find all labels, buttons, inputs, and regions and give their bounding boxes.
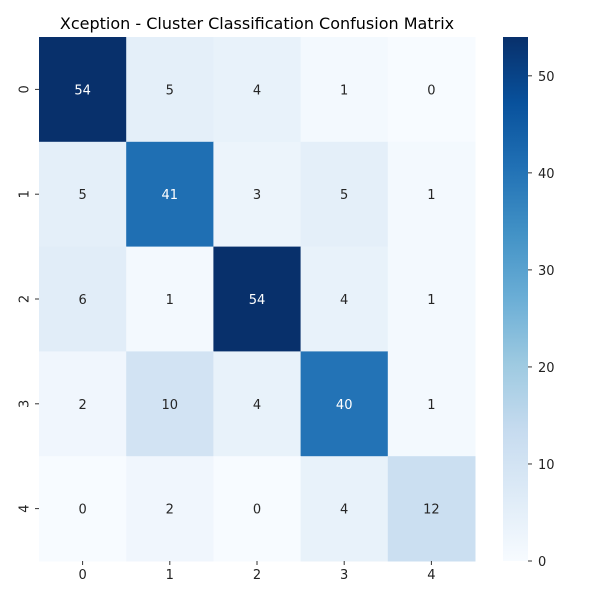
x-axis: 0 1 2 3 4: [78, 561, 436, 583]
cell-value-label-r2-c1: 1: [166, 293, 174, 308]
heatmap-cell-r2-c3: [300, 246, 389, 352]
x-tick-label-1: 1: [166, 568, 174, 583]
colorbar-tick-label-3: 30: [538, 264, 555, 279]
cell-value-label-r2-c4: 1: [427, 293, 435, 308]
y-tick-label-1: 1: [18, 190, 33, 198]
heatmap-cell-r3-c3: [300, 351, 389, 457]
colorbar-tick-label-1: 10: [538, 458, 555, 473]
heatmap-cell-r0-c4: [387, 37, 476, 143]
colorbar-tick-label-0: 0: [538, 555, 546, 570]
x-tick-label-0: 0: [78, 568, 86, 583]
cell-value-label-r3-c3: 40: [336, 398, 353, 413]
heatmap-cell-r3-c0: [39, 351, 127, 457]
heatmap-cell-r1-c2: [213, 141, 302, 248]
cell-value-label-r4-c2: 0: [253, 503, 261, 518]
cell-value-label-r1-c3: 5: [340, 188, 348, 203]
heatmap-cell-r1-c0: [39, 141, 127, 248]
heatmap-cell-r3-c2: [213, 351, 302, 457]
heatmap-cell-r2-c1: [126, 246, 214, 352]
x-tick-label-3: 3: [340, 568, 348, 583]
cell-value-label-r0-c3: 1: [340, 83, 348, 98]
heatmap-cell-r4-c3: [300, 456, 389, 562]
heatmap-cell-r2-c4: [387, 246, 476, 352]
cell-value-label-r2-c2: 54: [249, 293, 266, 308]
y-tick-label-0: 0: [18, 85, 33, 93]
colorbar-tick-label-5: 50: [538, 70, 555, 85]
heatmap-cell-r4-c2: [213, 456, 302, 562]
heatmap-grid: 54 5 4 1 05 41 3 5 16 1 54 4 12 10 4 40 10 2 0 4 12: [39, 37, 476, 562]
y-tick-label-3: 3: [18, 400, 33, 408]
heatmap-cell-r1-c1: [126, 141, 214, 248]
heatmap-cell-r4-c1: [126, 456, 214, 562]
colorbar-gradient: [503, 37, 528, 561]
heatmap-cell-r0-c2: [213, 37, 302, 143]
heatmap-cell-r4-c0: [39, 456, 127, 562]
cell-value-label-r4-c0: 0: [78, 503, 86, 518]
y-axis: 0 1 2 3 4: [18, 85, 39, 513]
cell-value-label-r1-c2: 3: [253, 188, 261, 203]
y-tick-label-2: 2: [18, 295, 33, 303]
cell-value-label-r3-c2: 4: [253, 398, 261, 413]
x-tick-label-2: 2: [253, 568, 261, 583]
cell-value-label-r1-c4: 1: [427, 188, 435, 203]
cell-value-label-r1-c1: 41: [162, 188, 179, 203]
cell-value-label-r2-c0: 6: [78, 293, 86, 308]
cell-value-label-r3-c4: 1: [427, 398, 435, 413]
cell-value-label-r0-c1: 5: [166, 83, 174, 98]
heatmap-cell-r3-c1: [126, 351, 214, 457]
heatmap-cell-r0-c1: [126, 37, 214, 143]
heatmap-cell-r0-c0: [39, 37, 127, 143]
heatmap-cell-r2-c2: [213, 246, 302, 352]
cell-value-label-r0-c4: 0: [427, 83, 435, 98]
colorbar: 0 10 20 30 40 50: [503, 37, 555, 570]
cell-value-label-r1-c0: 5: [78, 188, 86, 203]
heatmap-cell-r4-c4: [387, 456, 476, 562]
chart-title: Xception - Cluster Classification Confus…: [60, 14, 454, 33]
heatmap-cell-r1-c4: [387, 141, 476, 248]
heatmap-cell-r3-c4: [387, 351, 476, 457]
cell-value-label-r4-c3: 4: [340, 503, 348, 518]
cell-value-label-r2-c3: 4: [340, 293, 348, 308]
heatmap-cell-r1-c3: [300, 141, 389, 248]
heatmap-cell-r2-c0: [39, 246, 127, 352]
cell-value-label-r3-c1: 10: [162, 398, 179, 413]
heatmap-cell-r0-c3: [300, 37, 389, 143]
cell-value-label-r0-c0: 54: [74, 83, 91, 98]
cell-value-label-r4-c4: 12: [423, 503, 440, 518]
cell-value-label-r3-c0: 2: [78, 398, 86, 413]
cell-value-label-r0-c2: 4: [253, 83, 261, 98]
colorbar-tick-label-2: 20: [538, 361, 555, 376]
y-tick-label-4: 4: [18, 504, 33, 512]
x-tick-label-4: 4: [427, 568, 435, 583]
cell-value-label-r4-c1: 2: [166, 503, 174, 518]
colorbar-tick-label-4: 40: [538, 167, 555, 182]
